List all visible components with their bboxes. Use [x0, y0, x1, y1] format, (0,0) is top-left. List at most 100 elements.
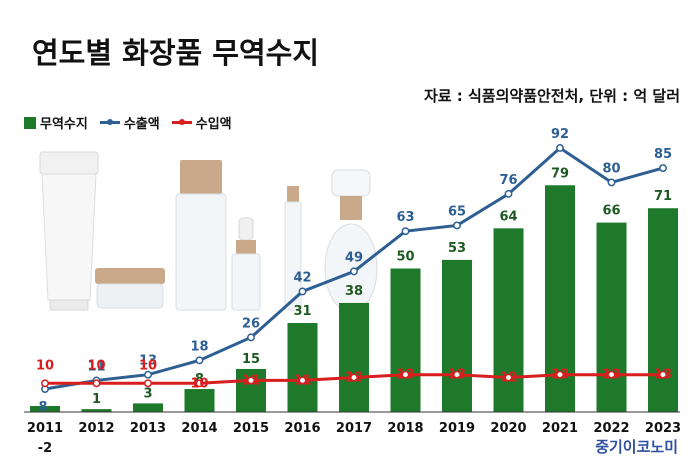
bar-2019: [442, 259, 472, 412]
exports-point-2014: [195, 356, 204, 365]
exports-label-2015: 26: [242, 316, 260, 331]
bar-2014: [184, 389, 215, 412]
x-tick-2019: 2019: [439, 421, 475, 436]
imports-label-2022: 13: [602, 368, 620, 383]
exports-label-2013: 13: [139, 354, 157, 369]
imports-point-2016: [298, 376, 307, 385]
exports-label-2014: 18: [190, 339, 208, 354]
bar-label-2015: 15: [242, 352, 260, 367]
imports-point-2018: [401, 370, 410, 379]
imports-label-2016: 11: [293, 373, 311, 388]
x-tick-2013: 2013: [130, 421, 166, 436]
imports-label-2020: 12: [499, 371, 517, 386]
bar-label-2023: 71: [654, 189, 672, 204]
exports-label-2023: 85: [654, 147, 672, 162]
exports-label-2017: 49: [345, 250, 363, 265]
bar-2017: [339, 302, 369, 412]
x-tick-2017: 2017: [336, 421, 372, 436]
imports-label-2019: 13: [448, 368, 466, 383]
bar-label-2017: 38: [345, 284, 363, 299]
imports-label-2017: 12: [345, 371, 363, 386]
bar-label-2019: 53: [448, 241, 466, 256]
bar-label-group: -2 13 8 15 31 38 50 53 64 79 66 71: [38, 166, 672, 456]
exports-point-2023: [659, 164, 667, 173]
imports-point-2019: [453, 370, 461, 379]
legend-swatch-imports: [171, 119, 192, 125]
legend-item-imports: 수입액: [171, 113, 232, 132]
imports-point-2012: [92, 379, 101, 388]
bar-label-2011: -2: [38, 441, 52, 456]
exports-point-2020: [504, 189, 513, 198]
x-tick-2022: 2022: [593, 421, 629, 436]
exports-point-2021: [556, 144, 564, 152]
exports-label-2016: 42: [293, 270, 311, 285]
x-tick-2020: 2020: [490, 421, 526, 436]
exports-label-2011: 8: [38, 400, 47, 415]
legend-swatch-exports: [99, 119, 120, 125]
bar-label-2022: 66: [602, 204, 620, 219]
imports-point-2015: [247, 376, 255, 385]
x-tick-2021: 2021: [542, 421, 578, 436]
imports-point-2017: [350, 373, 358, 382]
x-tick-2014: 2014: [181, 421, 217, 436]
imports-point-2022: [607, 370, 616, 379]
legend-item-exports: 수출액: [99, 113, 160, 132]
imports-label-2021: 13: [551, 368, 569, 383]
bar-2011: [30, 406, 60, 412]
exports-label-2019: 65: [448, 204, 466, 219]
imports-label-2013: 10: [139, 358, 157, 373]
cosmetic-products-illustration: [39, 151, 378, 313]
bar-label-2021: 79: [551, 166, 569, 181]
x-tick-2012: 2012: [78, 421, 114, 436]
exports-point-2016: [298, 287, 307, 296]
exports-label-2022: 80: [602, 161, 620, 176]
legend-item-trade-balance: 무역수지: [24, 113, 88, 132]
exports-label-2021: 92: [551, 127, 569, 142]
legend-label-imports: 수입액: [195, 117, 232, 132]
imports-point-2011: [41, 379, 49, 388]
bar-2013: [133, 403, 163, 412]
chart-title: 연도별 화장품 무역수지: [32, 36, 319, 70]
imports-point-2021: [556, 370, 564, 379]
legend: 무역수지 수출액 수입액: [24, 113, 232, 132]
exports-label-2020: 76: [499, 173, 517, 188]
bar-label-2020: 64: [499, 209, 517, 224]
imports-point-2023: [659, 370, 667, 379]
imports-label-2011: 10: [36, 358, 54, 373]
x-tick-2018: 2018: [387, 421, 423, 436]
x-axis-ticks: 2011 2012 2013 2014 2015 2016 2017 2018 2019 2020…: [27, 421, 681, 436]
imports-label-2012: 10: [87, 358, 105, 373]
bar-label-2013: 3: [143, 386, 152, 401]
bar-label-2016: 31: [293, 304, 311, 319]
source-note: 자료 : 식품의약품안전처, 단위 : 억 달러: [423, 87, 680, 105]
imports-point-2013: [144, 379, 152, 388]
legend-label-trade-balance: 무역수지: [40, 117, 88, 132]
imports-point-2020: [504, 373, 513, 382]
brand-logo: 중기이코노미: [595, 438, 678, 456]
exports-point-2015: [247, 333, 255, 342]
line-series: [41, 144, 667, 393]
x-tick-2011: 2011: [27, 421, 63, 436]
imports-label-2018: 13: [396, 368, 414, 383]
bar-series: [30, 185, 678, 412]
bar-2018: [390, 268, 421, 412]
legend-swatch-trade-balance: [24, 116, 36, 129]
imports-point-2014: [195, 379, 204, 388]
bar-label-2018: 50: [396, 250, 414, 265]
x-tick-2016: 2016: [284, 421, 320, 436]
imports-label-2015: 11: [242, 373, 260, 388]
exports-label-2018: 63: [396, 210, 414, 225]
exports-point-2018: [401, 227, 410, 236]
exports-label-2012: 11: [87, 359, 105, 374]
imports-label-2014: 10: [190, 376, 208, 391]
exports-point-2022: [607, 178, 616, 187]
exports-point-2017: [350, 267, 358, 276]
imports-label-2023: 13: [654, 368, 672, 383]
exports-point-2019: [453, 221, 461, 230]
bar-2022: [596, 222, 627, 412]
bar-2016: [287, 323, 318, 412]
x-tick-2015: 2015: [233, 421, 269, 436]
bar-2012: [81, 409, 112, 412]
